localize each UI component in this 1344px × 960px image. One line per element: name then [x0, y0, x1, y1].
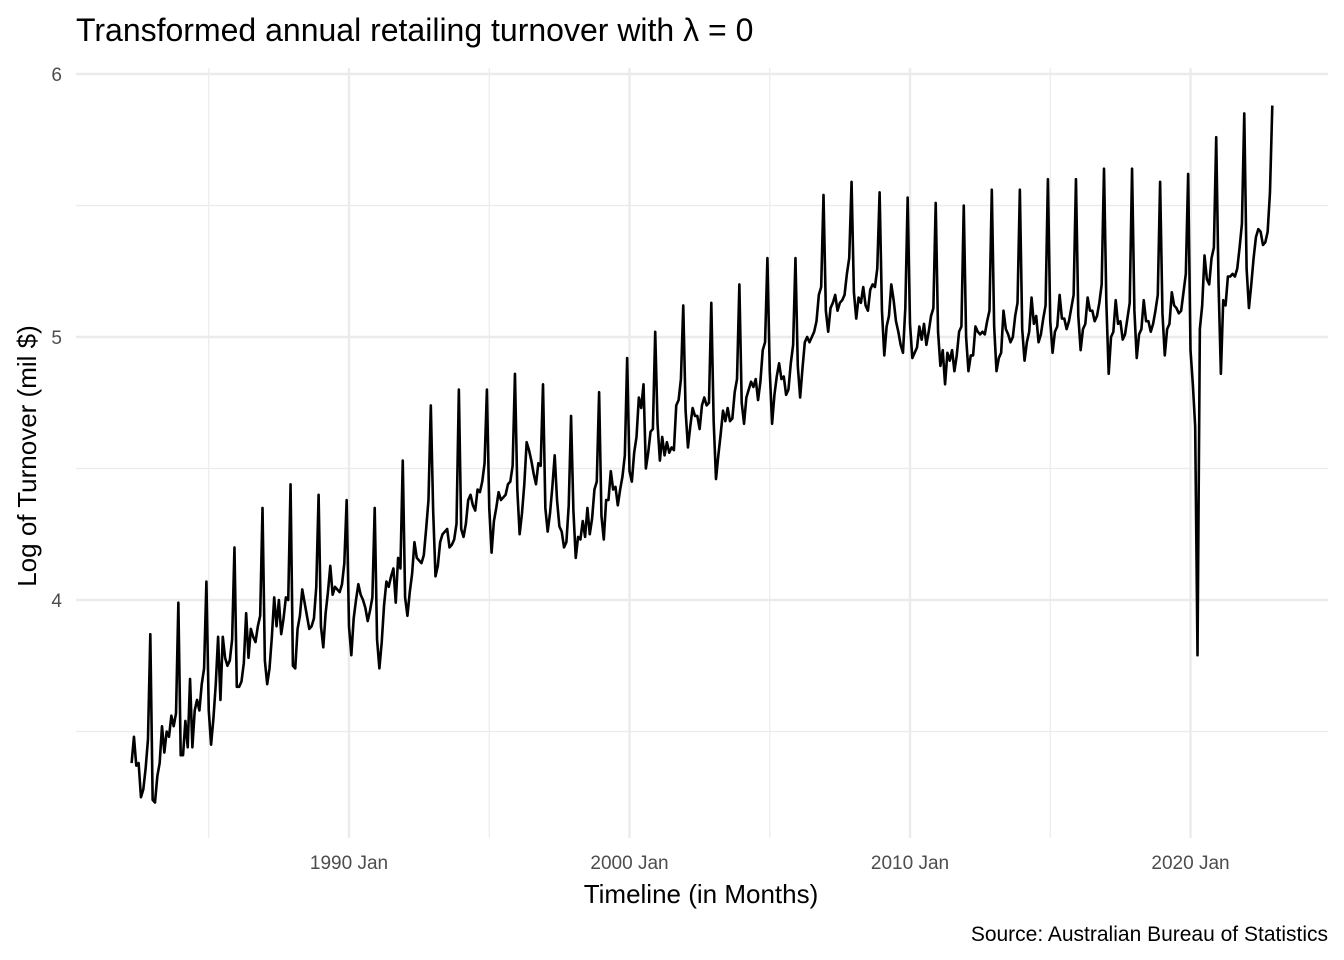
x-tick-label: 2020 Jan — [1151, 853, 1229, 874]
y-tick-label: 5 — [51, 328, 62, 349]
y-tick-label: 6 — [51, 65, 62, 86]
y-tick-labels: 4 5 6 — [51, 65, 62, 612]
x-tick-label: 1990 Jan — [310, 853, 388, 874]
grid-lines — [76, 68, 1328, 838]
x-tick-labels: 1990 Jan 2000 Jan 2010 Jan 2020 Jan — [310, 853, 1230, 874]
y-axis-title: Log of Turnover (mil $) — [12, 325, 42, 587]
y-tick-label: 4 — [51, 591, 62, 612]
turnover-series-line — [130, 105, 1274, 804]
x-tick-label: 2000 Jan — [590, 853, 668, 874]
x-axis-title: Timeline (in Months) — [584, 879, 819, 909]
series-layer — [130, 105, 1274, 804]
chart-title: Transformed annual retailing turnover wi… — [76, 12, 753, 48]
chart-caption: Source: Australian Bureau of Statistics — [971, 923, 1328, 946]
x-tick-label: 2010 Jan — [871, 853, 949, 874]
